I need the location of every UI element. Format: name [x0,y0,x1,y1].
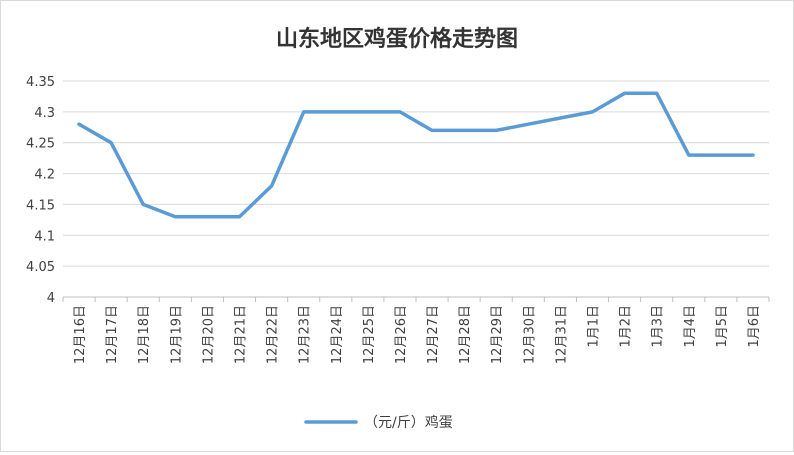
x-tick-label: 12月23日 [298,305,313,364]
x-tick-label: 1月3日 [651,305,666,348]
y-tick-label: 4.25 [26,137,55,152]
y-tick-label: 4.2 [34,168,55,183]
y-axis: 4 4.05 4.1 4.15 4.2 4.25 4.3 4.35 [26,75,55,306]
x-tick-label: 1月2日 [619,305,634,348]
x-tick-label: 12月16日 [73,305,88,364]
x-tick-label: 12月31日 [554,305,569,364]
x-tick-label: 12月18日 [137,305,152,364]
x-tick-label: 12月29日 [490,305,505,364]
y-tick-label: 4.35 [26,75,55,90]
y-tick-label: 4.05 [26,260,55,275]
chart-title: 山东地区鸡蛋价格走势图 [276,26,518,52]
x-tick-label: 12月19日 [169,305,184,364]
x-tick-label: 1月4日 [683,305,698,348]
x-tick-label: 12月30日 [522,305,537,364]
x-tick-label: 1月6日 [747,305,762,348]
series-line [77,91,755,219]
x-axis: 12月16日 12月17日 12月18日 12月19日 12月20日 12月21日 12月2… [62,297,770,364]
x-tick-label: 12月26日 [394,305,409,364]
x-tick-label: 12月20日 [201,305,216,364]
y-tick-label: 4.3 [34,106,55,121]
x-tick-label: 12月21日 [234,305,249,364]
x-tick-label: 1月1日 [587,305,602,348]
x-tick-label: 12月24日 [330,305,345,364]
x-tick-label: 12月17日 [105,305,120,364]
series-layer [77,91,755,219]
x-tick-label: 12月27日 [426,305,441,364]
x-tick-label: 12月22日 [266,305,281,364]
y-tick-label: 4.1 [34,229,55,244]
x-tick-label: 12月25日 [362,305,377,364]
legend-label: （元/斤）鸡蛋 [364,414,453,431]
grid-layer [63,80,769,298]
legend: （元/斤）鸡蛋 [304,414,453,431]
x-tick-label: 12月28日 [458,305,473,364]
y-tick-label: 4 [47,291,55,306]
x-tick-label: 1月5日 [715,305,730,348]
y-tick-label: 4.15 [26,198,55,213]
